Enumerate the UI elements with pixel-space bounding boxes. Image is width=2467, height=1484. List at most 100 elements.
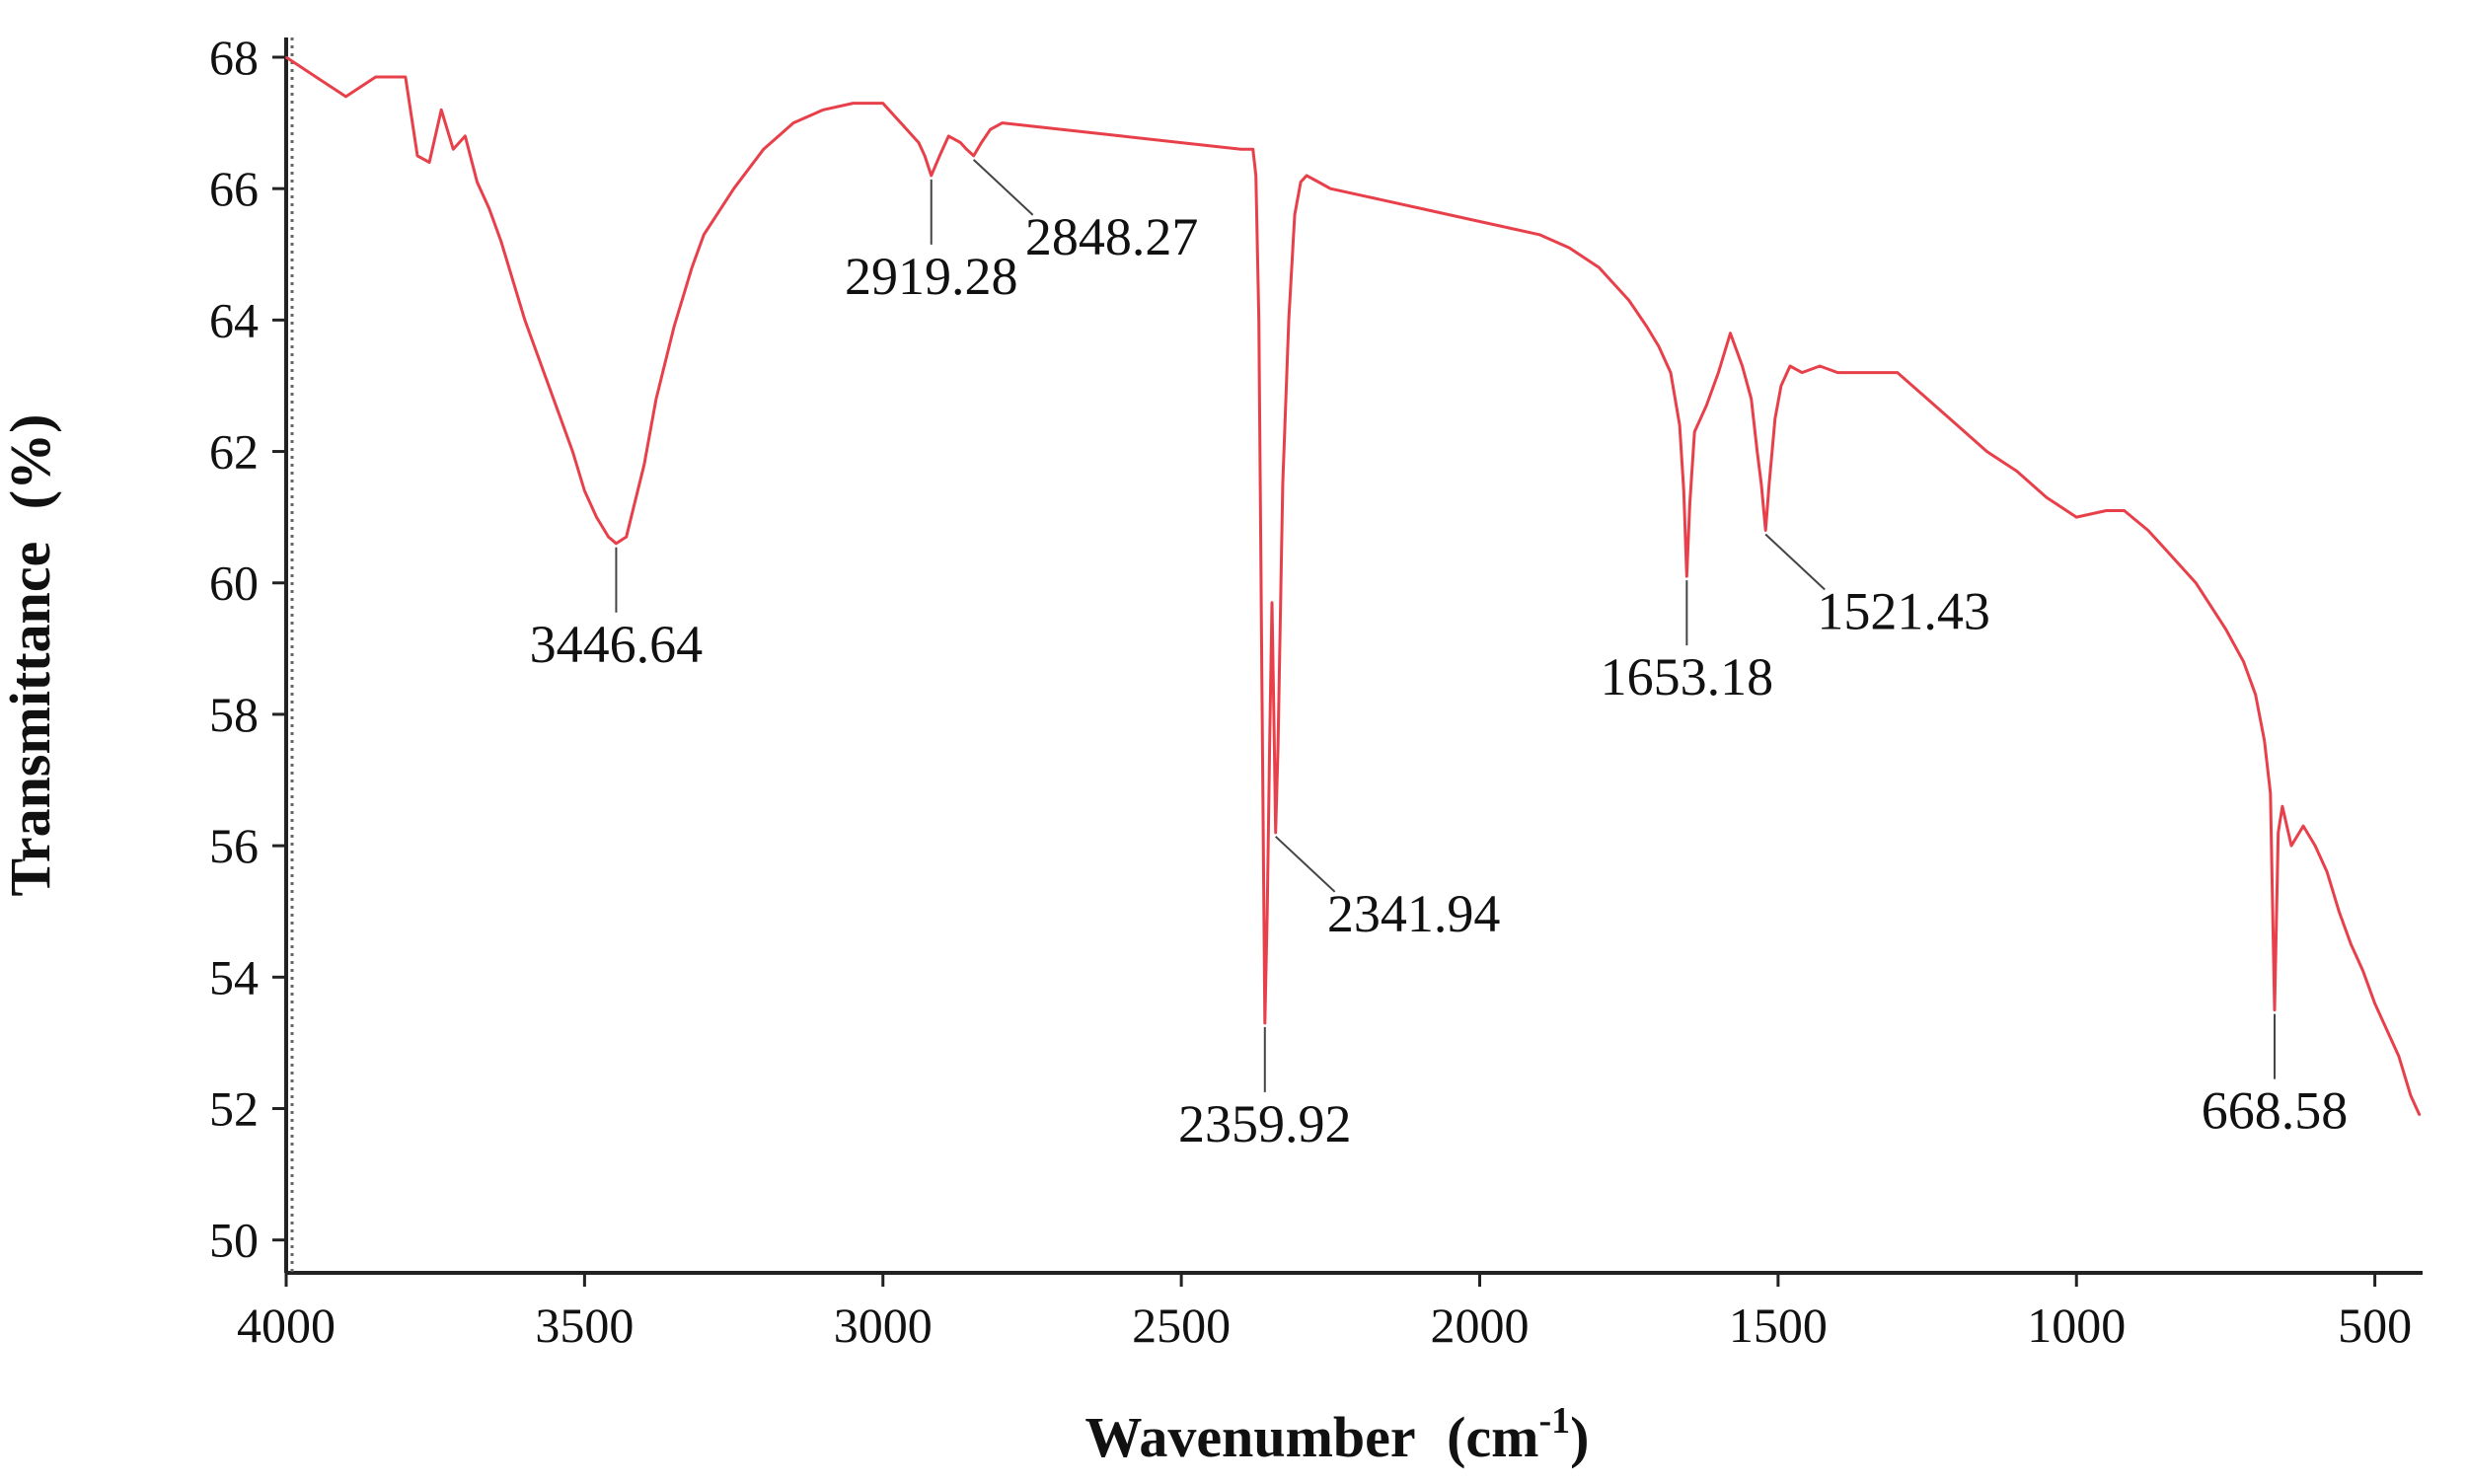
spectrum-point — [1263, 1022, 1266, 1024]
spectrum-point — [1538, 233, 1540, 236]
spectrum-point — [607, 536, 610, 538]
spectrum-point — [1282, 483, 1284, 485]
spectrum-point — [2398, 1055, 2400, 1058]
spectrum-point — [499, 240, 502, 243]
peak-leader-line — [1274, 836, 1336, 893]
spectrum-point — [1801, 371, 1803, 374]
spectrum-point — [1257, 319, 1260, 322]
spectrum-point — [560, 417, 561, 420]
spectrum-point — [1760, 483, 1762, 485]
spectrum-point — [2410, 1094, 2412, 1096]
x-tick-label: 1000 — [2027, 1298, 2126, 1353]
spectrum-point — [2046, 496, 2048, 498]
spectrum-point — [1774, 417, 1776, 420]
spectrum-point — [1260, 680, 1263, 683]
y-tick-label: 68 — [209, 30, 259, 85]
y-axis-unit: (%) — [0, 414, 62, 510]
spectrum-point — [428, 161, 430, 164]
spectrum-point — [1273, 713, 1275, 715]
spectrum-point — [852, 102, 855, 105]
spectrum-point — [315, 76, 318, 78]
spectrum-point — [344, 96, 347, 98]
spectrum-point — [452, 148, 455, 151]
spectrum-point — [643, 464, 645, 466]
y-ticks: 68 66 64 62 60 58 56 54 52 50 — [209, 30, 286, 1268]
spectrum-point — [487, 207, 490, 209]
spectrum-point — [1646, 326, 1648, 328]
spectrum-point — [900, 121, 902, 124]
spectrum-point — [1001, 121, 1004, 124]
spectrum-point — [2361, 969, 2364, 972]
spectrum-point — [1729, 332, 1732, 334]
peak-label: 2919.28 — [845, 247, 1018, 306]
spectrum-point — [1120, 135, 1123, 137]
spectrum-point — [1180, 141, 1182, 144]
spectrum-point — [2314, 845, 2316, 847]
spectrum-point — [1300, 181, 1302, 184]
spectrum-point — [1756, 450, 1758, 453]
spectrum-point — [1717, 371, 1720, 374]
spectrum-point — [1789, 365, 1791, 367]
spectrum-point — [1750, 398, 1753, 401]
spectrum-point — [405, 76, 407, 78]
spectrum-point — [980, 141, 983, 144]
spectrum-point — [1329, 187, 1332, 189]
spectrum-point — [1294, 214, 1296, 216]
spectrum-point — [2373, 1002, 2376, 1004]
spectrum-point — [1780, 385, 1782, 387]
y-tick-label: 54 — [209, 949, 259, 1004]
spectrum-point — [1271, 601, 1273, 604]
spectrum-point — [1658, 345, 1660, 347]
spectrum-point — [691, 266, 694, 268]
x-axis-unit-close: ) — [1570, 1405, 1589, 1469]
spectrum-point — [972, 155, 975, 157]
spectrum-point — [762, 148, 765, 151]
x-tick-label: 1500 — [1729, 1298, 1828, 1353]
spectrum-point — [1359, 194, 1362, 196]
spectrum-point — [1926, 398, 1928, 401]
spectrum-point — [881, 102, 884, 105]
y-tick-label: 62 — [209, 424, 259, 480]
y-tick-label: 64 — [209, 292, 259, 347]
spectrum-point — [732, 187, 735, 189]
spectrum-point — [625, 536, 628, 538]
spectrum-point — [792, 121, 794, 124]
x-axis-label: Wavenumber — [1085, 1405, 1415, 1469]
spectrum-point — [1317, 181, 1320, 184]
spectrum-point — [2165, 549, 2167, 552]
spectrum-point — [1306, 175, 1308, 177]
spectrum-point — [2263, 739, 2266, 742]
spectrum-point — [2075, 516, 2078, 518]
spectrum-point — [1288, 319, 1290, 322]
spectrum-point — [947, 135, 950, 137]
peak-label: 2341.94 — [1327, 884, 1501, 943]
x-axis-unit-exp: -1 — [1538, 1400, 1570, 1442]
y-tick-label: 56 — [209, 818, 259, 873]
spectrum-point — [571, 450, 574, 453]
peak-label: 2848.27 — [1025, 207, 1199, 266]
spectrum-point — [2419, 1114, 2421, 1116]
spectrum-point — [1598, 266, 1601, 268]
spectrum-point — [2274, 1008, 2276, 1011]
y-tick-label: 52 — [209, 1081, 259, 1137]
x-axis-title: Wavenumber (cm-1) — [1085, 1400, 1590, 1469]
spectrum-point — [2326, 870, 2329, 873]
spectrum-point — [930, 175, 933, 177]
spectrum-point — [2302, 825, 2304, 827]
x-tick-label: 2500 — [1132, 1298, 1231, 1353]
x-ticks: 4000 3500 3000 2500 2000 1500 1000 500 — [237, 1273, 2412, 1353]
spectrum-point — [440, 109, 443, 111]
spectrum-point — [374, 76, 377, 78]
x-tick-label: 4000 — [237, 1298, 336, 1353]
spectrum-point — [1866, 371, 1869, 374]
y-tick-label: 58 — [209, 687, 259, 742]
spectrum-point — [1627, 299, 1630, 302]
spectrum-point — [1508, 227, 1511, 229]
spectrum-point — [1251, 148, 1254, 151]
peak-label: 1653.18 — [1601, 647, 1774, 706]
axes — [284, 37, 2423, 1275]
spectrum-point — [1279, 615, 1282, 617]
spectrum-point — [1693, 430, 1696, 433]
spectrum-point — [615, 542, 618, 545]
